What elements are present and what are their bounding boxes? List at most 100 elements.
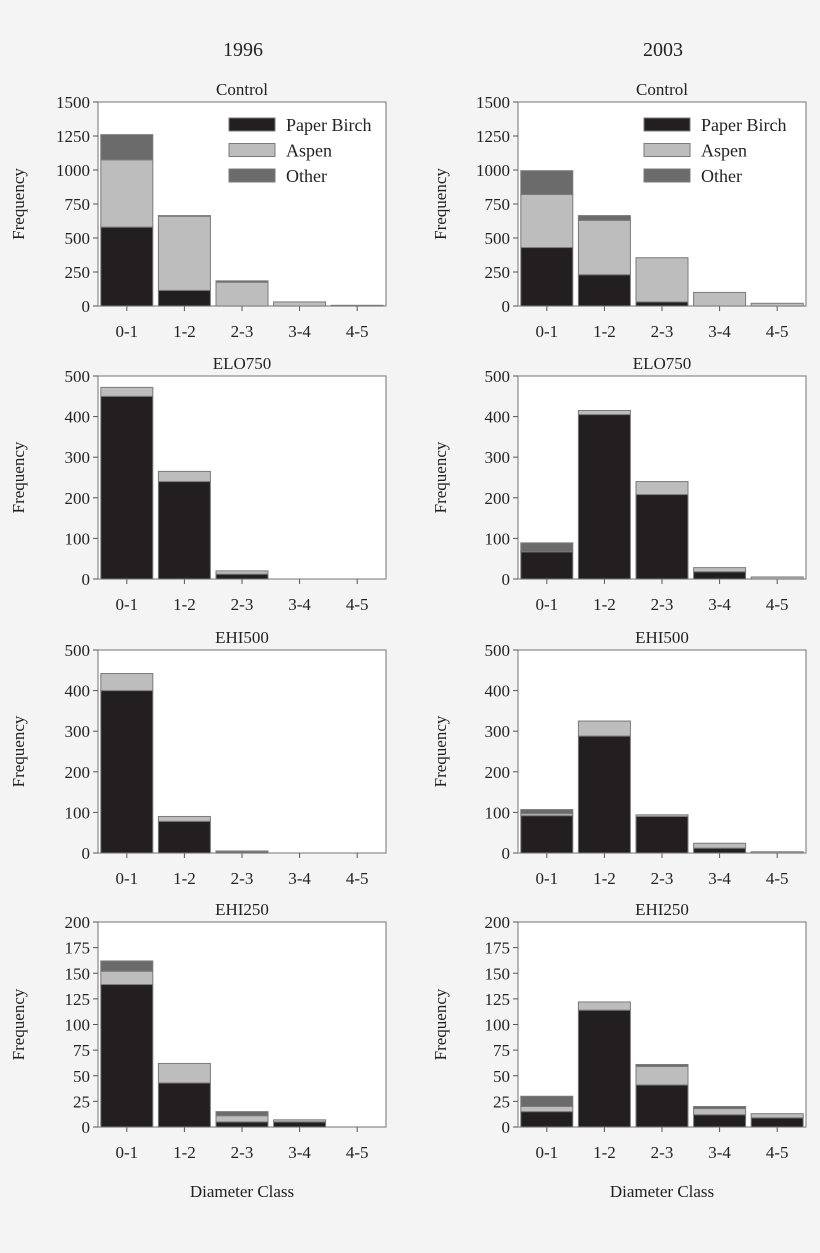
bar-paper-birch-0-1 [100, 226, 154, 307]
x-tick-label: 1-2 [593, 869, 616, 888]
x-tick-label: 1-2 [593, 322, 616, 341]
bar-other-0-1 [520, 1095, 574, 1107]
x-tick-label: 4-5 [766, 595, 789, 614]
y-tick-label: 0 [82, 1118, 91, 1137]
bar-paper-birch-0-1 [520, 247, 574, 307]
y-tick-label: 200 [485, 763, 511, 782]
y-tick-label: 50 [493, 1067, 510, 1086]
y-tick-label: 500 [65, 229, 91, 248]
bar-aspen-0-1 [520, 1106, 574, 1113]
bar-paper-birch-2-3 [215, 573, 269, 580]
bar-paper-birch-1-2 [577, 735, 631, 854]
bar-other-1-2 [577, 215, 631, 221]
panel-2003-ehi250: EHI250 Frequency 0 25 50 75 100 125 150 175 200 0-1… [431, 900, 807, 1201]
y-tick-label: 300 [485, 722, 511, 741]
bar-aspen-1-2 [157, 215, 211, 291]
panel-title: Control [216, 80, 268, 99]
panel-2003-elo750: ELO750 Frequency 0 100 200 300 400 500 0-1 1-2 2-3… [431, 354, 807, 614]
y-tick-label: 100 [65, 803, 91, 822]
bar-paper-birch-0-1 [520, 1111, 574, 1128]
bar-aspen-3-4 [693, 1108, 747, 1116]
y-axis-label: Frequency [431, 168, 450, 240]
bar-paper-birch-3-4 [693, 1114, 747, 1128]
x-tick-label: 4-5 [766, 869, 789, 888]
legend-swatch-aspen [643, 143, 691, 157]
y-tick-label: 400 [485, 408, 511, 427]
y-tick-label: 1500 [476, 93, 510, 112]
bar-paper-birch-2-3 [215, 1121, 269, 1128]
x-tick-label: 3-4 [708, 595, 731, 614]
y-tick-label: 0 [82, 297, 91, 316]
y-tick-label: 175 [485, 939, 511, 958]
x-tick-label: 3-4 [288, 595, 311, 614]
bar-paper-birch-2-3 [635, 494, 689, 580]
y-tick-label: 200 [65, 763, 91, 782]
bar-paper-birch-0-1 [520, 815, 574, 854]
bar-paper-birch-3-4 [273, 1121, 327, 1128]
x-tick-label: 3-4 [288, 322, 311, 341]
panel-title: Control [636, 80, 688, 99]
y-tick-label: 300 [65, 722, 91, 741]
bar-other-2-3 [215, 280, 269, 283]
y-tick-label: 750 [65, 195, 91, 214]
y-tick-label: 250 [65, 263, 91, 282]
panel-1996-elo750: ELO750 Frequency 0 100 200 300 400 500 0-1 1-2 2-3… [9, 354, 387, 614]
bar-paper-birch-4-5 [750, 1117, 804, 1128]
legend: Paper Birch Aspen Other [643, 115, 786, 186]
y-tick-label: 100 [65, 529, 91, 548]
y-tick-label: 1000 [56, 161, 90, 180]
panel-title: EHI500 [635, 628, 689, 647]
y-tick-label: 500 [65, 641, 91, 660]
bar-aspen-4-5 [750, 851, 804, 854]
bar-paper-birch-1-2 [157, 481, 211, 580]
bar-aspen-1-2 [157, 815, 211, 822]
x-tick-label: 0-1 [535, 322, 558, 341]
bar-aspen-3-4 [693, 842, 747, 849]
x-tick-label: 0-1 [535, 595, 558, 614]
x-tick-label: 4-5 [346, 1143, 369, 1162]
bar-paper-birch-3-4 [693, 847, 747, 854]
y-tick-label: 200 [65, 489, 91, 508]
y-tick-label: 50 [73, 1067, 90, 1086]
bar-aspen-4-5 [750, 576, 804, 580]
y-axis-label: Frequency [431, 441, 450, 513]
y-tick-label: 1500 [56, 93, 90, 112]
x-tick-label: 0-1 [535, 869, 558, 888]
bar-other-0-1 [520, 542, 574, 553]
x-tick-label: 1-2 [173, 869, 196, 888]
y-tick-label: 75 [73, 1041, 90, 1060]
bar-paper-birch-1-2 [577, 414, 631, 580]
x-tick-label: 0-1 [115, 595, 138, 614]
y-tick-label: 100 [65, 1016, 91, 1035]
bar-aspen-1-2 [577, 1001, 631, 1011]
bar-aspen-2-3 [215, 281, 269, 307]
x-axis-label: Diameter Class [190, 1182, 294, 1201]
y-tick-label: 0 [502, 570, 511, 589]
legend-swatch-paper-birch [228, 117, 276, 132]
bar-aspen-1-2 [577, 720, 631, 737]
bar-other-0-1 [520, 809, 574, 815]
x-tick-label: 3-4 [708, 869, 731, 888]
y-axis-label: Frequency [431, 988, 450, 1060]
legend-swatch-other [228, 168, 276, 183]
bar-aspen-0-1 [100, 159, 154, 228]
y-tick-label: 200 [65, 913, 91, 932]
bar-aspen-4-5 [750, 302, 804, 307]
bar-aspen-4-5 [750, 1113, 804, 1119]
bar-paper-birch-1-2 [577, 1009, 631, 1128]
x-tick-label: 4-5 [766, 1143, 789, 1162]
y-tick-label: 400 [485, 682, 511, 701]
y-tick-label: 500 [485, 229, 511, 248]
x-tick-label: 4-5 [766, 322, 789, 341]
bar-paper-birch-2-3 [635, 1084, 689, 1128]
y-tick-label: 75 [493, 1041, 510, 1060]
bar-aspen-0-1 [100, 386, 154, 397]
bar-paper-birch-1-2 [157, 1082, 211, 1128]
bar-aspen-2-3 [635, 1066, 689, 1086]
bar-paper-birch-1-2 [157, 289, 211, 307]
bar-aspen-2-3 [635, 814, 689, 817]
y-tick-label: 125 [65, 990, 91, 1009]
bar-other-0-1 [520, 170, 574, 195]
panel-title: ELO750 [213, 354, 272, 373]
